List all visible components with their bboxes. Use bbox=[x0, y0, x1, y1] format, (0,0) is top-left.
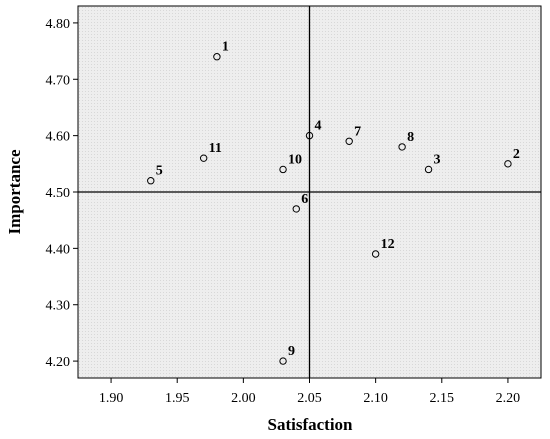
data-point-7 bbox=[345, 137, 353, 145]
point-label-1: 1 bbox=[222, 40, 229, 55]
x-tick-label: 2.15 bbox=[430, 391, 455, 406]
data-point-3 bbox=[424, 165, 433, 174]
point-label-9: 9 bbox=[288, 344, 295, 359]
point-label-12: 12 bbox=[381, 237, 395, 252]
y-axis-label: Importance bbox=[5, 149, 24, 234]
data-point-2 bbox=[504, 160, 512, 168]
data-point-10 bbox=[279, 165, 287, 174]
y-tick-label: 4.70 bbox=[46, 73, 71, 88]
x-axis-label: Satisfaction bbox=[268, 415, 354, 434]
point-label-8: 8 bbox=[407, 130, 414, 145]
x-tick-label: 2.20 bbox=[496, 391, 521, 406]
data-point-12 bbox=[371, 250, 380, 258]
data-point-9 bbox=[279, 357, 287, 365]
x-tick-label: 2.10 bbox=[363, 391, 388, 406]
y-tick-label: 4.60 bbox=[46, 130, 71, 145]
y-tick-label: 4.40 bbox=[46, 242, 71, 257]
x-tick-label: 1.95 bbox=[165, 391, 190, 406]
point-label-2: 2 bbox=[513, 147, 520, 162]
x-tick-label: 1.90 bbox=[99, 391, 124, 406]
point-label-10: 10 bbox=[288, 152, 302, 167]
data-point-8 bbox=[398, 143, 406, 151]
data-point-1 bbox=[213, 53, 221, 61]
data-point-5 bbox=[147, 177, 155, 185]
reference-lines bbox=[78, 6, 541, 378]
point-label-6: 6 bbox=[301, 192, 308, 207]
axis-ticks: 1.90 1.95 2.00 2.05 2.10 2.15 2.20 4.20 4.30 4.40… bbox=[46, 17, 521, 406]
point-label-4: 4 bbox=[315, 119, 322, 134]
y-tick-label: 4.20 bbox=[46, 355, 71, 370]
y-tick-label: 4.30 bbox=[46, 299, 71, 314]
point-label-3: 3 bbox=[434, 152, 441, 167]
data-point-11 bbox=[199, 154, 208, 162]
y-tick-label: 4.80 bbox=[46, 17, 71, 32]
point-label-7: 7 bbox=[354, 124, 361, 139]
point-label-11: 11 bbox=[209, 141, 222, 156]
x-tick-label: 2.00 bbox=[231, 391, 256, 406]
data-point-6 bbox=[292, 205, 300, 213]
point-label-5: 5 bbox=[156, 164, 163, 179]
data-point-4 bbox=[305, 131, 314, 140]
y-tick-label: 4.50 bbox=[46, 186, 71, 201]
x-tick-label: 2.05 bbox=[297, 391, 322, 406]
